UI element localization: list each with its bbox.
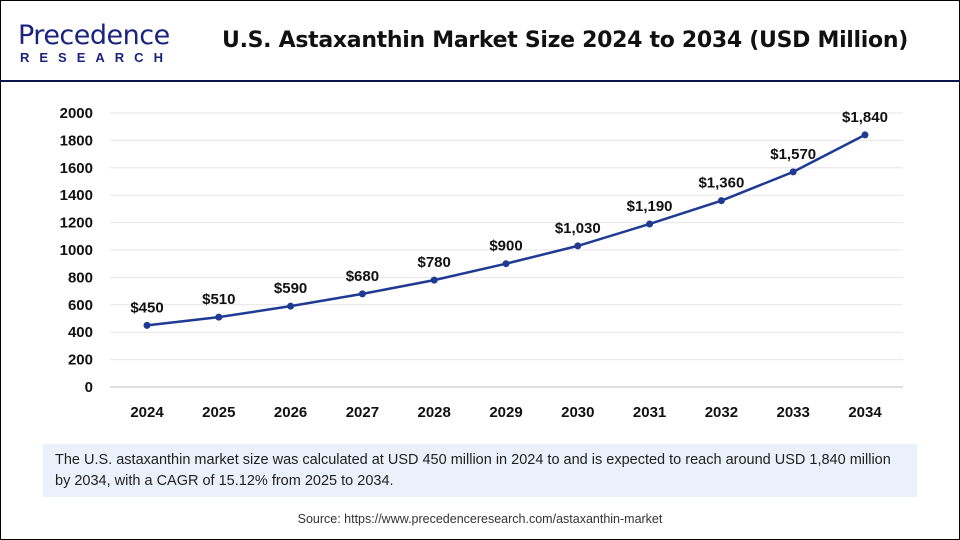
logo-text-top: Precedence xyxy=(18,20,170,51)
data-label: $900 xyxy=(489,238,522,255)
data-label: $450 xyxy=(130,299,163,316)
x-tick-label: 2032 xyxy=(705,404,738,421)
data-point xyxy=(358,290,366,298)
data-point xyxy=(646,220,654,228)
y-tick-label: 200 xyxy=(68,352,93,369)
y-tick-label: 1200 xyxy=(60,215,93,232)
data-label: $1,190 xyxy=(627,198,673,215)
x-tick-label: 2027 xyxy=(346,404,379,421)
data-label: $780 xyxy=(418,254,451,271)
data-point xyxy=(215,313,223,321)
y-tick-label: 1600 xyxy=(60,160,93,177)
y-tick-label: 400 xyxy=(68,324,93,341)
data-label: $680 xyxy=(346,268,379,285)
data-point xyxy=(717,197,725,205)
logo-text-bottom: RESEARCH xyxy=(20,50,173,65)
data-label: $590 xyxy=(274,280,307,297)
series-line xyxy=(146,133,866,327)
header-divider xyxy=(0,80,960,82)
line-chart: 0 200 400 600 800 1000 1200 1400 1600 1800 2000 202… xyxy=(60,105,903,421)
x-tick-label: 2031 xyxy=(633,404,666,421)
data-point xyxy=(861,131,869,139)
data-label: $1,570 xyxy=(770,146,816,163)
data-point xyxy=(287,302,295,310)
data-point xyxy=(502,260,510,268)
summary-note: The U.S. astaxanthin market size was cal… xyxy=(43,444,917,497)
y-tick-label: 600 xyxy=(68,297,93,314)
data-point xyxy=(789,168,797,176)
data-point xyxy=(430,276,438,284)
y-tick-label: 2000 xyxy=(60,105,93,122)
chart-title: U.S. Astaxanthin Market Size 2024 to 203… xyxy=(222,28,908,53)
precedence-research-logo: Precedence RESEARCH xyxy=(18,20,173,66)
x-tick-label: 2033 xyxy=(777,404,810,421)
x-tick-label: 2028 xyxy=(418,404,451,421)
data-label: $1,360 xyxy=(698,175,744,192)
x-tick-label: 2034 xyxy=(848,404,882,421)
y-tick-label: 1400 xyxy=(60,187,93,204)
x-tick-label: 2030 xyxy=(561,404,594,421)
source-text: Source: https://www.precedenceresearch.c… xyxy=(297,512,663,526)
data-label: $1,030 xyxy=(555,220,601,237)
y-tick-label: 1800 xyxy=(60,132,93,149)
data-point xyxy=(574,242,582,250)
data-label: $510 xyxy=(202,291,235,308)
y-tick-label: 1000 xyxy=(60,242,93,259)
y-tick-label: 0 xyxy=(85,379,93,396)
x-tick-label: 2026 xyxy=(274,404,307,421)
data-label: $1,840 xyxy=(842,109,888,126)
x-tick-label: 2029 xyxy=(489,404,522,421)
y-tick-label: 800 xyxy=(68,269,93,286)
x-tick-label: 2025 xyxy=(202,404,235,421)
data-point xyxy=(143,321,151,329)
x-tick-label: 2024 xyxy=(130,404,164,421)
